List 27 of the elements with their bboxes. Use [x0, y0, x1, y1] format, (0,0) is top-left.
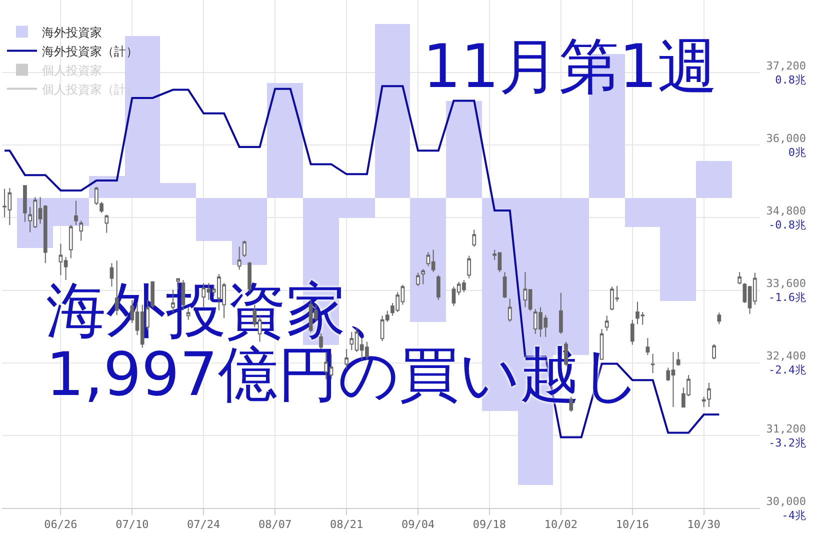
y2-tick-label: 0.8兆 [775, 73, 806, 86]
y-tick-label: 33,600 [766, 277, 806, 290]
x-tick-label: 10/16 [616, 518, 649, 532]
y-tick-label: 36,000 [766, 132, 806, 145]
x-tick-label: 08/21 [330, 518, 364, 532]
y-tick-label: 34,800 [766, 204, 806, 218]
y2-tick-label: -4兆 [782, 508, 806, 522]
y2-tick-label: -2.4兆 [768, 364, 806, 377]
y-tick-label: 31,200 [766, 422, 806, 436]
y-tick-label: 32,400 [766, 350, 806, 363]
x-tick-label: 10/30 [687, 518, 720, 532]
x-tick-label: 06/26 [44, 518, 78, 532]
y-tick-label: 37,200 [766, 59, 806, 72]
x-tick-label: 07/10 [116, 518, 149, 532]
y2-tick-label: -0.8兆 [768, 218, 806, 232]
x-tick-label: 08/07 [258, 518, 292, 532]
y-tick-label: 30,000 [766, 494, 806, 508]
y2-tick-label: -3.2兆 [768, 436, 806, 450]
y2-tick-label: 0兆 [788, 146, 806, 159]
y2-tick-label: -1.6兆 [768, 291, 806, 304]
text: 11月第1週 [422, 32, 718, 102]
x-tick-label: 07/24 [187, 518, 221, 532]
legend-label: 海外投資家 [42, 25, 102, 40]
x-tick-label: 09/04 [401, 518, 435, 532]
x-tick-label: 10/02 [544, 518, 578, 532]
legend-label: 海外投資家（計） [42, 44, 138, 58]
x-tick-label: 09/18 [472, 518, 506, 532]
